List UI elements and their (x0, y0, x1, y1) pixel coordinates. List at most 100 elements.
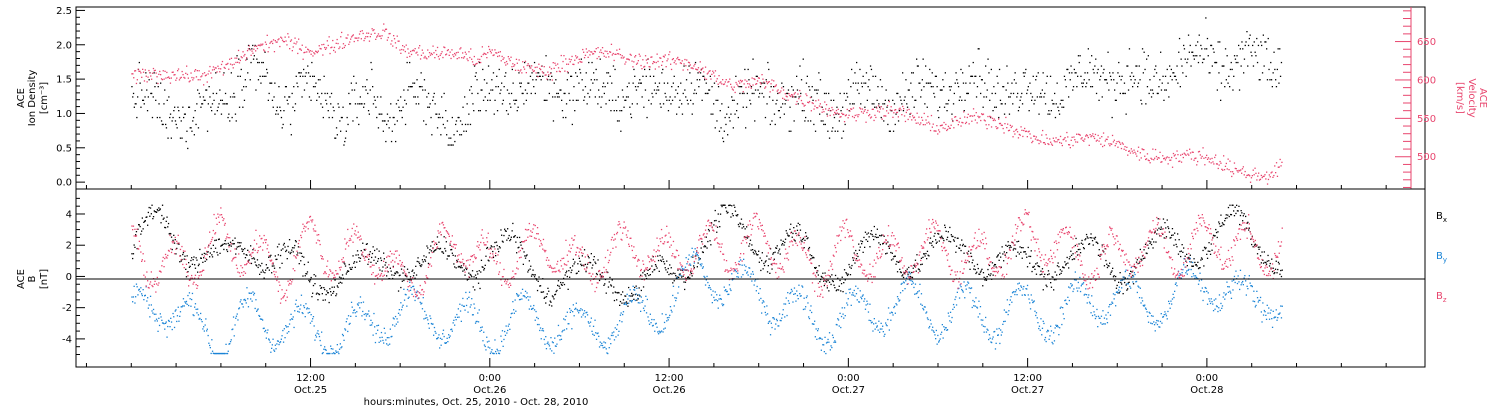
density-point (1191, 51, 1193, 53)
field-point-bx (1191, 265, 1193, 267)
density-point (855, 82, 857, 84)
velocity-point (1117, 146, 1119, 148)
field-point-bx (324, 288, 326, 291)
field-point-bx (483, 269, 485, 271)
velocity-point (540, 68, 542, 71)
density-point (578, 82, 580, 84)
velocity-point (318, 45, 320, 47)
field-point-by (536, 316, 538, 319)
field-point-by (143, 299, 145, 301)
density-point (507, 113, 509, 115)
field-point-bx (1140, 258, 1142, 260)
density-point (975, 96, 978, 98)
field-point-bx (451, 248, 453, 251)
field-point-bx (350, 268, 352, 270)
density-point (518, 72, 520, 74)
velocity-point (210, 72, 212, 74)
density-point (250, 61, 252, 64)
field-point-by (321, 331, 323, 333)
field-point-bx (386, 266, 388, 268)
velocity-point (901, 114, 903, 116)
field-point-bx (276, 246, 279, 248)
velocity-point (681, 60, 683, 62)
field-point-bx (763, 264, 766, 267)
density-point (1168, 96, 1170, 98)
field-point-bx (1124, 281, 1126, 284)
field-point-bx (1248, 229, 1250, 231)
velocity-point (829, 114, 831, 117)
field-point-bx (922, 256, 924, 258)
density-point (501, 82, 503, 84)
field-point-bx (248, 259, 250, 261)
field-point-by (618, 330, 620, 332)
density-point (896, 92, 898, 95)
field-point-by (371, 324, 373, 326)
field-point-bx (920, 257, 923, 259)
field-point-bx (566, 270, 568, 272)
velocity-point (1102, 132, 1105, 134)
velocity-point (744, 79, 746, 81)
field-point-bx (211, 254, 213, 256)
density-point (553, 82, 555, 84)
field-point-bx (1215, 228, 1217, 231)
velocity-point (1147, 159, 1149, 161)
velocity-point (1274, 165, 1276, 167)
density-point (198, 92, 200, 95)
density-point (611, 99, 614, 101)
field-point-bx (1100, 253, 1102, 256)
velocity-point (289, 48, 291, 50)
field-point-bx (583, 249, 586, 251)
velocity-point (472, 63, 475, 66)
density-point (556, 96, 559, 98)
field-point-by (376, 325, 378, 327)
velocity-point (656, 53, 658, 55)
field-point-bx (1152, 247, 1154, 249)
density-point (985, 65, 987, 67)
velocity-point (382, 29, 384, 31)
density-point (971, 75, 974, 77)
field-point-bx (672, 282, 674, 284)
field-point-by (625, 302, 627, 304)
field-point-bx (550, 301, 552, 303)
field-point-bx (1222, 223, 1224, 225)
density-point (905, 79, 907, 81)
field-point-by (580, 316, 583, 318)
field-point-bx (773, 258, 775, 260)
field-point-by (238, 307, 241, 309)
velocity-tick-label: 500 (1417, 152, 1436, 163)
density-point (407, 89, 409, 91)
field-point-by (464, 309, 466, 311)
field-point-bx (688, 277, 690, 279)
density-point (698, 86, 700, 88)
field-point-by (523, 295, 525, 297)
density-point (259, 75, 261, 77)
velocity-point (897, 116, 899, 118)
field-point-by (209, 344, 211, 347)
field-point-bx (689, 277, 691, 279)
velocity-point (215, 67, 217, 69)
field-point-bx (982, 272, 985, 274)
velocity-point (410, 53, 413, 56)
velocity-point (1018, 133, 1020, 136)
velocity-point (515, 58, 518, 60)
field-point-by (327, 352, 329, 355)
field-point-bx (363, 248, 365, 251)
field-point-bx (174, 239, 176, 241)
velocity-point (350, 36, 353, 38)
field-point-bx (182, 253, 184, 256)
density-point (635, 89, 638, 91)
field-point-by (387, 344, 389, 346)
density-point (322, 116, 324, 119)
density-point (143, 103, 145, 105)
density-point (645, 75, 647, 77)
field-point-by (303, 306, 306, 309)
velocity-point (259, 45, 261, 47)
field-point-by (568, 323, 570, 325)
field-point-by (440, 344, 442, 346)
density-point (1027, 86, 1029, 88)
velocity-point (295, 43, 297, 45)
field-point-bx (552, 296, 554, 298)
velocity-point (1157, 157, 1159, 159)
density-point (159, 116, 161, 119)
velocity-point (445, 54, 447, 56)
